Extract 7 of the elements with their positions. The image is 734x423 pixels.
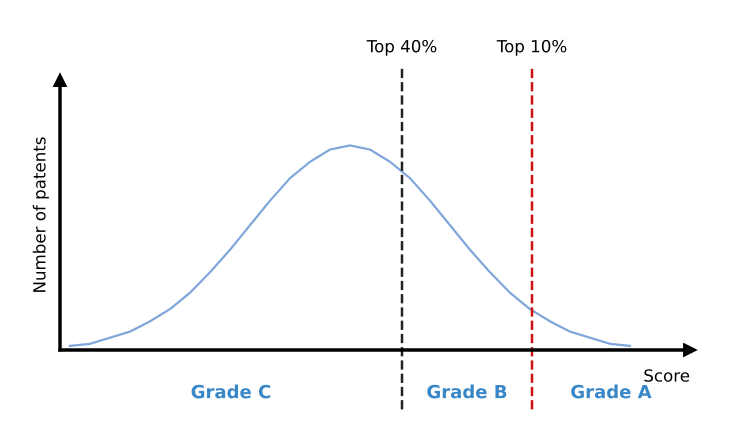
text: Top 10%	[496, 40, 566, 56]
text: Grade C	[192, 384, 270, 398]
y-axis-title: Number of patents	[32, 137, 49, 292]
x-axis-title: Score	[644, 369, 690, 382]
text: Top 40%	[366, 40, 436, 56]
text: Grade A	[571, 384, 652, 398]
text: Grade B	[427, 384, 506, 398]
